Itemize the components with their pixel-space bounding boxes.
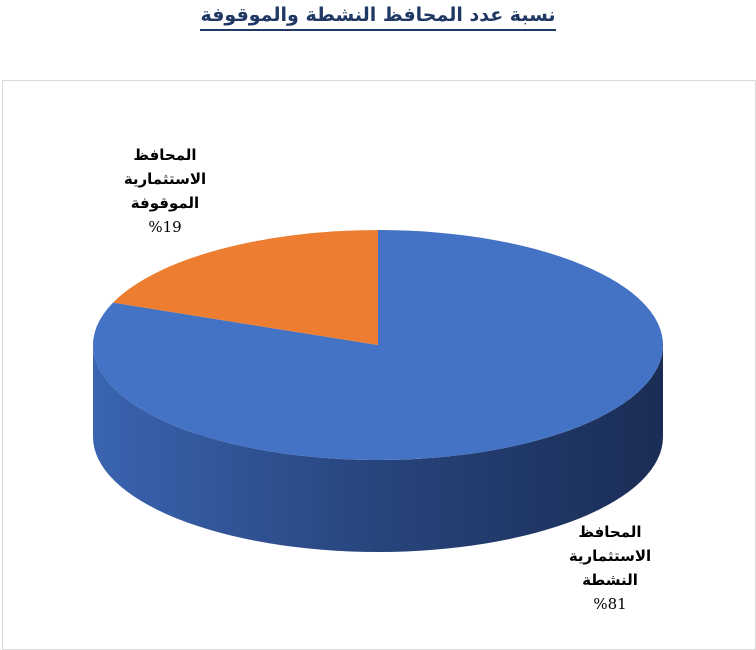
label-line: الاستثمارية bbox=[568, 547, 652, 565]
chart-title: نسبة عدد المحافظ النشطة والموقوفة bbox=[0, 4, 756, 31]
pie-slice-stopped bbox=[113, 230, 378, 345]
label-line: الموقوفة bbox=[130, 194, 200, 212]
label-line: المحافظ bbox=[578, 523, 642, 541]
pie-slice-active bbox=[92, 230, 664, 461]
label-line: الاستثمارية bbox=[123, 170, 207, 188]
data-label-stopped: المحافظ الاستثمارية الموقوفة %19 bbox=[95, 143, 235, 239]
label-line: النشطة bbox=[582, 571, 638, 589]
chart-title-text: نسبة عدد المحافظ النشطة والموقوفة bbox=[200, 4, 556, 31]
label-percent: %81 bbox=[593, 595, 627, 613]
label-line: المحافظ bbox=[133, 146, 197, 164]
pie-side-active bbox=[93, 345, 663, 552]
data-label-active: المحافظ الاستثمارية النشطة %81 bbox=[540, 520, 680, 616]
label-percent: %19 bbox=[148, 218, 182, 236]
